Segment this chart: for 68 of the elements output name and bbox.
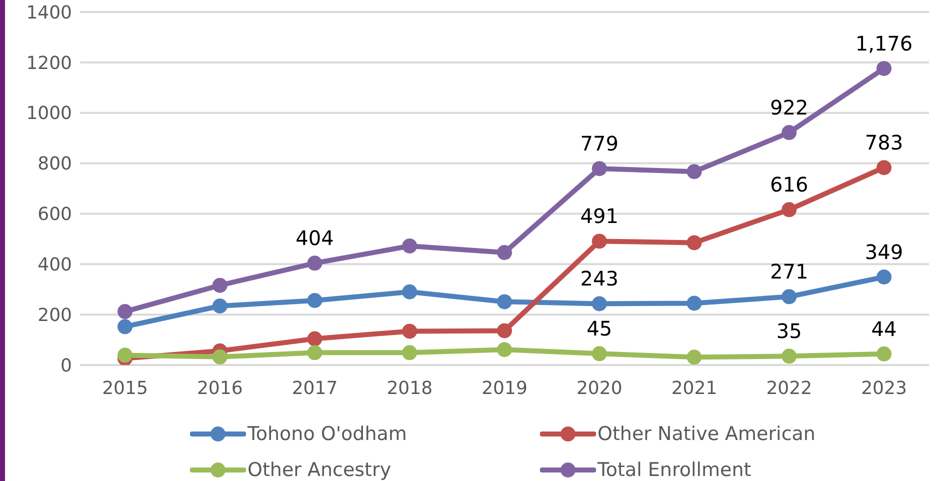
- point: [402, 345, 418, 360]
- point: [876, 60, 892, 76]
- point: [307, 345, 322, 360]
- y-tick-label: 0: [60, 355, 72, 376]
- legend-label: Other Ancestry: [248, 459, 392, 481]
- point: [782, 289, 797, 304]
- legend-label: Other Native American: [598, 423, 816, 445]
- point: [497, 294, 512, 310]
- point: [497, 323, 512, 338]
- x-tick-label: 2023: [861, 378, 907, 399]
- data-label: 779: [580, 132, 618, 156]
- point: [592, 296, 607, 312]
- point: [402, 324, 418, 339]
- data-label: 783: [864, 130, 904, 155]
- point: [782, 202, 797, 218]
- point: [212, 278, 228, 293]
- data-label: 349: [864, 240, 904, 264]
- data-label: 491: [580, 204, 618, 228]
- data-label: 45: [586, 316, 612, 341]
- point: [118, 348, 132, 363]
- point: [212, 349, 228, 364]
- data-label: 922: [770, 96, 808, 120]
- point: [686, 296, 702, 311]
- point: [307, 256, 322, 271]
- x-tick-label: 2019: [482, 378, 528, 399]
- point: [402, 284, 418, 300]
- point: [686, 164, 702, 180]
- y-tick-label: 600: [38, 204, 72, 226]
- point: [307, 331, 322, 346]
- x-tick-label: 2020: [576, 378, 622, 399]
- data-label: 44: [871, 316, 897, 341]
- point: [686, 350, 702, 365]
- point: [782, 348, 797, 364]
- data-label: 404: [296, 226, 334, 250]
- y-tick-label: 1000: [26, 103, 72, 124]
- point: [402, 238, 418, 254]
- point: [876, 160, 892, 176]
- point: [307, 292, 322, 308]
- y-tick-label: 1200: [26, 52, 72, 74]
- data-label: 271: [770, 260, 808, 284]
- point: [592, 161, 607, 176]
- point: [876, 270, 892, 284]
- x-tick-label: 2016: [196, 378, 243, 399]
- data-label: 35: [776, 319, 802, 344]
- point: [118, 319, 132, 334]
- x-tick-label: 2021: [671, 378, 718, 399]
- y-tick-label: 400: [38, 254, 72, 276]
- legend-label: Total Enrollment: [598, 459, 752, 481]
- x-tick-label: 2022: [766, 378, 812, 399]
- y-tick-label: 1400: [26, 2, 72, 24]
- point: [592, 346, 607, 362]
- point: [876, 346, 892, 362]
- point: [782, 125, 797, 140]
- point: [592, 234, 607, 249]
- x-tick-label: 2018: [386, 378, 433, 399]
- point: [497, 342, 512, 358]
- x-tick-label: 2017: [292, 378, 338, 399]
- legend-label: Tohono O'odham: [248, 423, 407, 445]
- point: [212, 298, 228, 314]
- x-tick-label: 2015: [102, 378, 148, 399]
- data-label: 1,176: [855, 31, 913, 56]
- point: [118, 304, 132, 320]
- y-tick-label: 800: [38, 154, 72, 175]
- point: [686, 235, 702, 250]
- y-tick-label: 200: [38, 304, 72, 326]
- data-label: 616: [770, 172, 808, 197]
- point: [497, 245, 512, 260]
- data-label: 243: [580, 266, 618, 291]
